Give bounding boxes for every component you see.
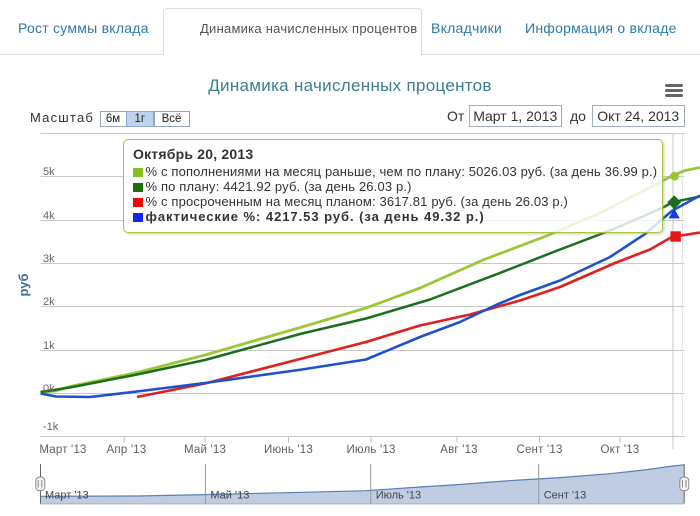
- svg-text:Апр '13: Апр '13: [107, 444, 147, 456]
- svg-text:Сент '13: Сент '13: [544, 490, 587, 502]
- svg-text:Окт '13: Окт '13: [601, 444, 640, 456]
- svg-text:0k: 0k: [43, 383, 55, 395]
- svg-text:Авг '13: Авг '13: [440, 444, 478, 456]
- svg-text:Март '13: Март '13: [39, 444, 86, 456]
- svg-text:2k: 2k: [43, 296, 55, 308]
- svg-text:руб: руб: [16, 273, 31, 296]
- svg-text:Июль '13: Июль '13: [376, 490, 421, 502]
- svg-text:4k: 4k: [43, 210, 55, 222]
- svg-text:3k: 3k: [43, 253, 55, 265]
- svg-text:Июль '13: Июль '13: [346, 444, 395, 456]
- svg-text:-1k: -1k: [43, 421, 59, 433]
- svg-text:Март '13: Март '13: [45, 490, 89, 502]
- svg-text:Май '13: Май '13: [184, 444, 226, 456]
- svg-text:1k: 1k: [43, 340, 55, 352]
- svg-text:Май '13: Май '13: [210, 490, 249, 502]
- svg-text:Сент '13: Сент '13: [516, 444, 562, 456]
- svg-text:Июнь '13: Июнь '13: [264, 444, 313, 456]
- svg-text:5k: 5k: [43, 166, 55, 178]
